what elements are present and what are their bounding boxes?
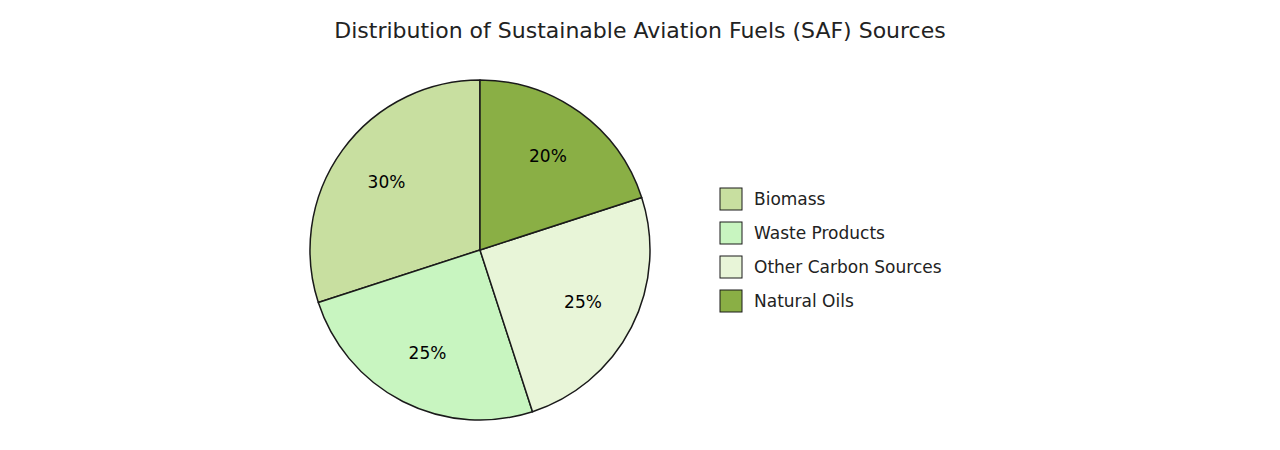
data-label: 25% [564, 292, 602, 312]
legend-swatch [720, 290, 742, 312]
legend-swatch [720, 256, 742, 278]
chart-title: Distribution of Sustainable Aviation Fue… [334, 18, 945, 43]
data-label: 20% [529, 146, 567, 166]
data-label: 30% [368, 172, 406, 192]
pie [310, 80, 650, 420]
legend-label: Biomass [754, 189, 826, 209]
data-labels: 30% 25% 25% 20% [368, 146, 602, 363]
legend-swatch [720, 188, 742, 210]
chart-container: Distribution of Sustainable Aviation Fue… [0, 0, 1280, 450]
legend-swatch [720, 222, 742, 244]
chart-svg: Distribution of Sustainable Aviation Fue… [0, 0, 1280, 450]
page: {"chart_data": {"type": "pie", "title": … [0, 0, 1280, 450]
pie-slice [480, 80, 642, 250]
legend-label: Other Carbon Sources [754, 257, 942, 277]
legend: Biomass Waste Products Other Carbon Source… [720, 188, 942, 312]
legend-label: Waste Products [754, 223, 885, 243]
data-label: 25% [409, 343, 447, 363]
legend-label: Natural Oils [754, 291, 854, 311]
